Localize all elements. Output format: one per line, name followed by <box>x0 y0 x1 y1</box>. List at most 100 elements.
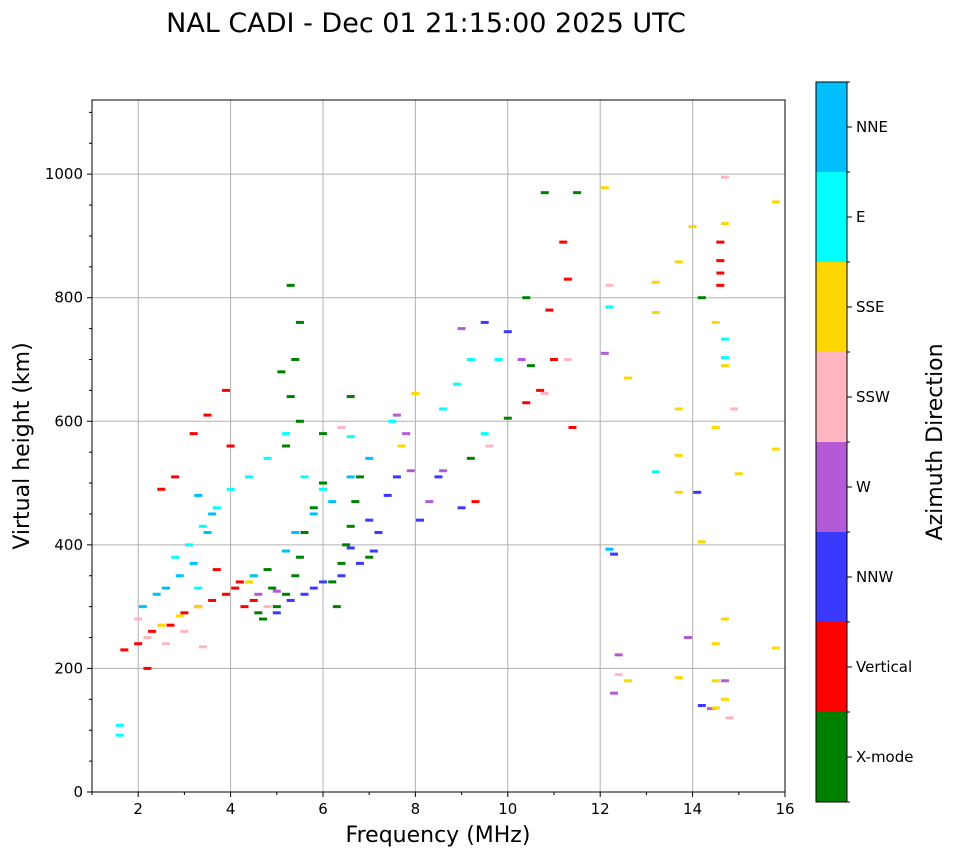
data-point <box>198 645 207 649</box>
data-point <box>452 382 461 386</box>
data-point <box>720 364 729 368</box>
data-point <box>369 549 378 553</box>
y-tick-label: 800 <box>54 289 83 307</box>
data-point <box>171 555 180 559</box>
series-vertical <box>120 240 725 670</box>
colorbar-segment <box>816 712 847 802</box>
data-point <box>319 580 327 584</box>
chart-title: NAL CADI - Dec 01 21:15:00 2025 UTC <box>166 8 686 39</box>
data-point <box>716 259 725 263</box>
data-point <box>175 574 184 578</box>
data-point <box>457 327 466 331</box>
data-point <box>522 401 531 405</box>
data-point <box>550 358 558 361</box>
data-point <box>720 617 729 621</box>
data-point <box>194 493 203 497</box>
data-point <box>480 432 489 436</box>
data-point <box>540 191 549 195</box>
data-point <box>346 475 355 479</box>
series-e <box>115 305 729 737</box>
data-point <box>693 490 702 494</box>
series-x-mode <box>254 191 706 621</box>
data-point <box>212 506 221 510</box>
x-tick-label: 8 <box>411 800 421 818</box>
data-point <box>221 592 230 596</box>
data-point <box>171 475 180 479</box>
data-point <box>157 487 166 491</box>
data-point <box>439 407 448 411</box>
data-point <box>143 666 152 670</box>
data-point <box>674 676 683 680</box>
x-tick-label: 2 <box>133 800 143 818</box>
data-point <box>674 490 683 494</box>
data-point <box>683 636 692 640</box>
series-ssw <box>134 175 739 720</box>
data-point <box>148 629 157 633</box>
data-point <box>332 605 341 609</box>
grid <box>92 100 786 793</box>
data-point <box>697 296 706 300</box>
data-point <box>605 305 614 309</box>
y-tick-label: 600 <box>54 412 83 430</box>
data-point <box>272 611 281 615</box>
data-point <box>623 376 632 380</box>
data-point <box>263 456 272 460</box>
data-point <box>272 605 281 609</box>
colorbar-label: W <box>856 478 871 496</box>
data-point <box>346 435 355 439</box>
data-point <box>208 512 217 516</box>
data-point <box>697 540 706 544</box>
data-point <box>235 580 244 584</box>
data-point <box>180 611 189 615</box>
data-point <box>346 546 355 550</box>
data-point <box>563 358 572 361</box>
data-point <box>138 605 147 609</box>
data-point <box>194 586 203 590</box>
data-point <box>319 481 327 485</box>
y-tick-label: 1000 <box>45 165 83 183</box>
colorbar-segment <box>816 442 847 532</box>
x-axis-title: Frequency (MHz) <box>346 823 531 848</box>
data-point <box>771 447 780 451</box>
data-point <box>342 543 351 547</box>
data-point <box>568 425 577 429</box>
data-point <box>730 407 739 411</box>
data-point <box>231 586 240 590</box>
colorbar-label: SSW <box>856 388 890 406</box>
data-point <box>161 642 170 646</box>
data-point <box>716 283 725 287</box>
data-point <box>337 574 346 578</box>
plot-background <box>92 100 785 792</box>
y-tick-label: 400 <box>54 536 83 554</box>
colorbar-label: NNW <box>856 568 893 586</box>
x-tick-label: 16 <box>775 800 794 818</box>
y-tick-label: 0 <box>73 783 83 801</box>
colorbar-segment <box>816 262 847 352</box>
data-point <box>309 506 318 510</box>
data-point <box>720 679 729 683</box>
data-point <box>120 648 129 652</box>
data-point <box>309 512 318 516</box>
data-point <box>277 370 286 374</box>
data-point <box>402 432 411 436</box>
data-point <box>282 432 291 436</box>
data-point <box>143 636 152 640</box>
data-point <box>300 531 309 534</box>
data-point <box>282 592 291 596</box>
data-point <box>254 592 263 596</box>
data-point <box>573 191 582 195</box>
colorbar-label: NNE <box>856 118 888 136</box>
data-point <box>268 586 277 590</box>
data-point <box>697 704 706 707</box>
data-point <box>240 605 249 609</box>
data-point <box>711 706 720 710</box>
data-point <box>365 518 374 522</box>
data-point <box>540 391 549 395</box>
data-point <box>282 444 291 448</box>
data-point <box>480 320 489 324</box>
data-point <box>610 552 619 556</box>
series-w <box>254 327 729 711</box>
data-point <box>605 283 614 287</box>
data-point <box>175 614 184 618</box>
